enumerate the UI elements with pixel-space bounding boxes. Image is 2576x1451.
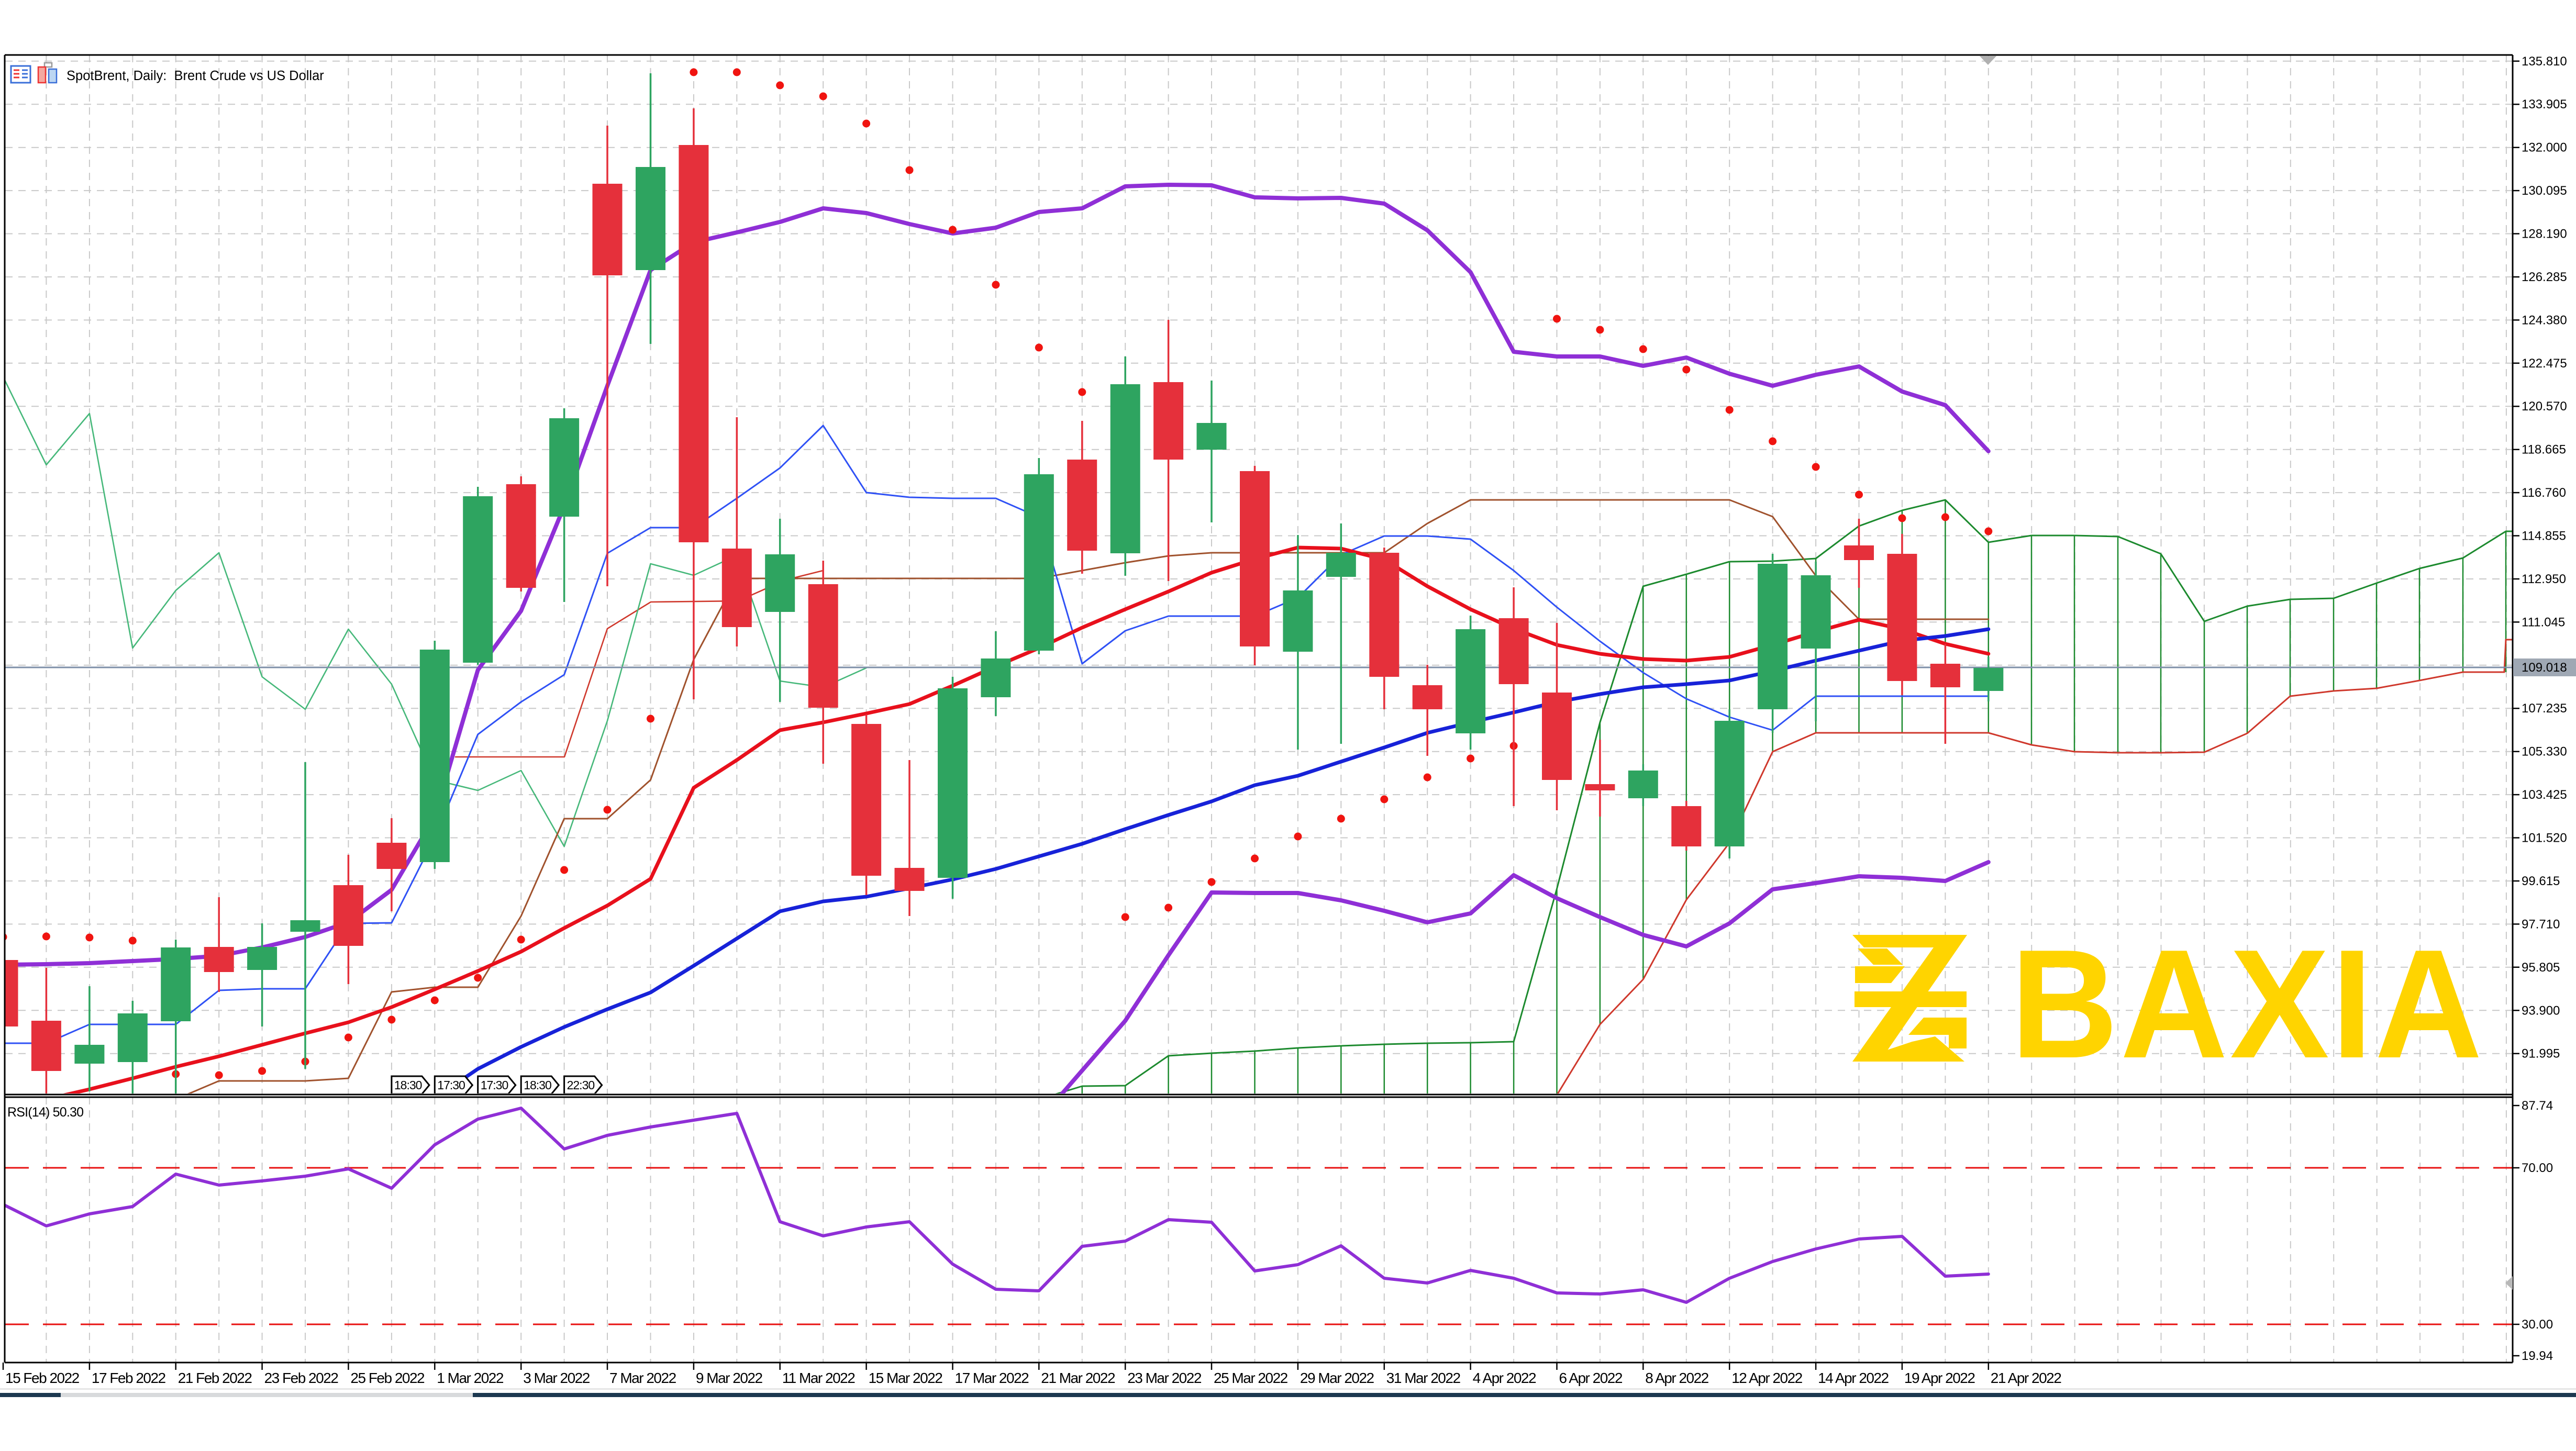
svg-text:25 Mar 2022: 25 Mar 2022 [1214, 1370, 1288, 1386]
svg-text:132.000: 132.000 [2522, 141, 2567, 155]
svg-text:17 Feb 2022: 17 Feb 2022 [92, 1370, 166, 1386]
svg-text:30.00: 30.00 [2522, 1318, 2553, 1332]
svg-text:105.330: 105.330 [2522, 745, 2567, 759]
svg-text:22:30: 22:30 [567, 1078, 595, 1092]
svg-text:7 Mar 2022: 7 Mar 2022 [609, 1370, 676, 1386]
svg-text:21 Feb 2022: 21 Feb 2022 [178, 1370, 252, 1386]
svg-text:8 Apr 2022: 8 Apr 2022 [1645, 1370, 1708, 1386]
svg-text:BAXIA: BAXIA [2011, 917, 2484, 1090]
svg-text:114.855: 114.855 [2522, 529, 2566, 543]
svg-text:17:30: 17:30 [437, 1078, 465, 1092]
svg-text:116.760: 116.760 [2522, 486, 2566, 500]
svg-text:17:30: 17:30 [481, 1078, 508, 1092]
svg-text:12 Apr 2022: 12 Apr 2022 [1731, 1370, 1802, 1386]
svg-text:122.475: 122.475 [2522, 356, 2567, 371]
svg-text:103.425: 103.425 [2522, 788, 2567, 802]
svg-text:4 Apr 2022: 4 Apr 2022 [1473, 1370, 1536, 1386]
svg-text:RSI(14) 50.30: RSI(14) 50.30 [7, 1105, 83, 1120]
svg-text:118.665: 118.665 [2522, 443, 2566, 457]
svg-text:9 Mar 2022: 9 Mar 2022 [696, 1370, 763, 1386]
svg-text:18:30: 18:30 [394, 1078, 422, 1092]
svg-text:128.190: 128.190 [2522, 227, 2567, 241]
svg-text:1 Mar 2022: 1 Mar 2022 [437, 1370, 504, 1386]
svg-text:97.710: 97.710 [2522, 917, 2560, 931]
svg-text:70.00: 70.00 [2522, 1161, 2553, 1175]
svg-text:135.810: 135.810 [2522, 54, 2567, 69]
svg-text:18:30: 18:30 [524, 1078, 551, 1092]
svg-text:109.018: 109.018 [2522, 661, 2567, 675]
svg-text:6 Apr 2022: 6 Apr 2022 [1559, 1370, 1623, 1386]
svg-text:14 Apr 2022: 14 Apr 2022 [1818, 1370, 1889, 1386]
svg-text:29 Mar 2022: 29 Mar 2022 [1300, 1370, 1374, 1386]
svg-text:99.615: 99.615 [2522, 874, 2560, 888]
svg-text:15 Mar 2022: 15 Mar 2022 [869, 1370, 943, 1386]
svg-text:120.570: 120.570 [2522, 399, 2567, 414]
svg-text:19 Apr 2022: 19 Apr 2022 [1904, 1370, 1975, 1386]
svg-text:15 Feb 2022: 15 Feb 2022 [5, 1370, 80, 1386]
svg-text:21 Mar 2022: 21 Mar 2022 [1041, 1370, 1115, 1386]
svg-text:91.995: 91.995 [2522, 1047, 2560, 1061]
svg-text:124.380: 124.380 [2522, 313, 2567, 327]
svg-text:101.520: 101.520 [2522, 831, 2567, 845]
svg-text:111.045: 111.045 [2522, 615, 2565, 629]
svg-text:21 Apr 2022: 21 Apr 2022 [1991, 1370, 2061, 1386]
svg-text:130.095: 130.095 [2522, 184, 2567, 198]
svg-text:3 Mar 2022: 3 Mar 2022 [523, 1370, 590, 1386]
svg-text:112.950: 112.950 [2522, 572, 2566, 586]
svg-text:107.235: 107.235 [2522, 701, 2567, 716]
svg-text:126.285: 126.285 [2522, 270, 2567, 284]
svg-text:23 Mar 2022: 23 Mar 2022 [1127, 1370, 1202, 1386]
svg-text:11 Mar 2022: 11 Mar 2022 [782, 1370, 856, 1386]
svg-text:87.74: 87.74 [2522, 1099, 2553, 1113]
svg-text:31 Mar 2022: 31 Mar 2022 [1386, 1370, 1461, 1386]
svg-text:23 Feb 2022: 23 Feb 2022 [264, 1370, 339, 1386]
svg-text:25 Feb 2022: 25 Feb 2022 [350, 1370, 425, 1386]
svg-text:95.805: 95.805 [2522, 961, 2560, 975]
svg-text:133.905: 133.905 [2522, 97, 2567, 111]
svg-text:17 Mar 2022: 17 Mar 2022 [955, 1370, 1029, 1386]
svg-text:93.900: 93.900 [2522, 1003, 2560, 1018]
svg-text:19.94: 19.94 [2522, 1349, 2553, 1363]
svg-text:SpotBrent, Daily: Brent Crude: SpotBrent, Daily: Brent Crude vs US Doll… [66, 69, 324, 83]
